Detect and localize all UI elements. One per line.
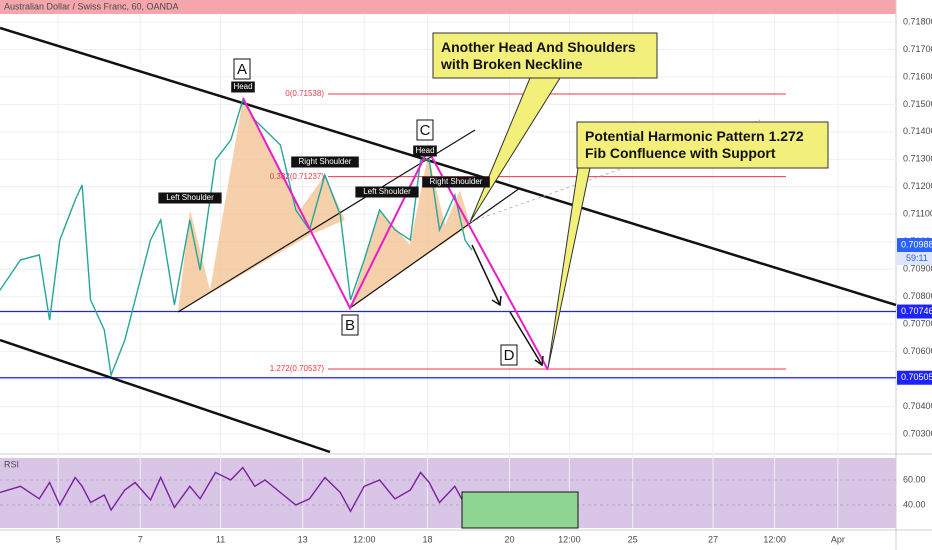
x-tick-label: 13 <box>298 534 308 544</box>
point-label: A <box>237 61 247 78</box>
pattern-tag <box>413 145 437 157</box>
pattern-label: Right Shoulder <box>430 177 483 186</box>
point-box <box>416 119 434 141</box>
harmonic-path <box>242 97 549 371</box>
pattern-tag <box>231 81 255 93</box>
point-label: D <box>504 347 515 364</box>
title-strip <box>0 0 896 14</box>
x-tick-label: 11 <box>216 534 225 544</box>
pattern-tag <box>291 156 359 168</box>
pattern-tag <box>158 192 222 204</box>
pattern-tag <box>422 176 490 188</box>
price-tag-label: 0.70505 <box>901 372 932 382</box>
x-tick-label: 5 <box>56 534 61 544</box>
countdown-label: 59:11 <box>906 253 928 263</box>
drawings-back <box>178 98 470 312</box>
pattern-label: Head <box>233 82 252 91</box>
price-tag <box>897 304 932 319</box>
callout-text: Potential Harmonic Pattern 1.272 Fib Conf… <box>585 128 804 161</box>
point-label: C <box>420 122 431 139</box>
target-box <box>461 491 579 529</box>
fib-label: 0(0.71538) <box>285 89 324 98</box>
x-tick-label: 25 <box>628 534 638 544</box>
arrow <box>471 244 501 306</box>
pattern-label: Left Shoulder <box>166 193 214 202</box>
price-tag <box>897 238 932 253</box>
point-label: B <box>345 317 355 334</box>
x-tick-label: 20 <box>505 534 515 544</box>
price-line <box>0 466 473 513</box>
pattern-fill <box>178 98 345 312</box>
arrow-head <box>491 295 502 307</box>
pattern-tag <box>355 186 419 198</box>
y-tick-label: 40.00 <box>903 499 926 509</box>
x-tick-label: 12:00 <box>353 534 376 544</box>
pattern-label: Head <box>415 146 434 155</box>
point-box <box>341 314 359 336</box>
x-tick-label: 27 <box>708 534 718 544</box>
x-tick-label: 18 <box>422 534 432 544</box>
pattern-fill <box>350 155 470 308</box>
price-tag-label: 0.70988 <box>901 239 932 249</box>
price-line <box>0 98 473 378</box>
trend-line <box>0 26 897 307</box>
trend-line <box>0 338 331 454</box>
point-box <box>500 344 518 366</box>
fib-label: 0.382(0.71237) <box>270 172 325 181</box>
x-tick-label: 12:00 <box>763 534 786 544</box>
callout-text: Another Head And Shoulders with Broken Ne… <box>440 39 636 72</box>
pattern-label: Right Shoulder <box>299 157 352 166</box>
x-tick-label: 12:00 <box>558 534 581 544</box>
pattern-label: Left Shoulder <box>363 187 411 196</box>
y-tick-label: 0.70300 <box>903 428 932 438</box>
trend-line <box>349 187 521 309</box>
rsi-title: RSI <box>4 459 19 469</box>
chart-title: Australian Dollar / Swiss Franc, 60, OAN… <box>4 1 179 11</box>
point-box <box>233 58 251 80</box>
y-tick-label: 0.71100 <box>903 209 932 219</box>
x-tick-label: Apr <box>831 534 845 544</box>
arrow-head <box>534 355 544 367</box>
x-tick-label: 7 <box>138 534 143 544</box>
y-tick-label: 60.00 <box>903 474 926 484</box>
callout-box <box>576 121 829 169</box>
arrow <box>509 311 543 366</box>
countdown-tag <box>897 252 932 266</box>
price-tag-label: 0.70746 <box>901 306 932 316</box>
price-tag <box>897 370 932 385</box>
fib-label: 1.272(0.70537) <box>270 364 325 373</box>
callout-box <box>432 32 658 79</box>
